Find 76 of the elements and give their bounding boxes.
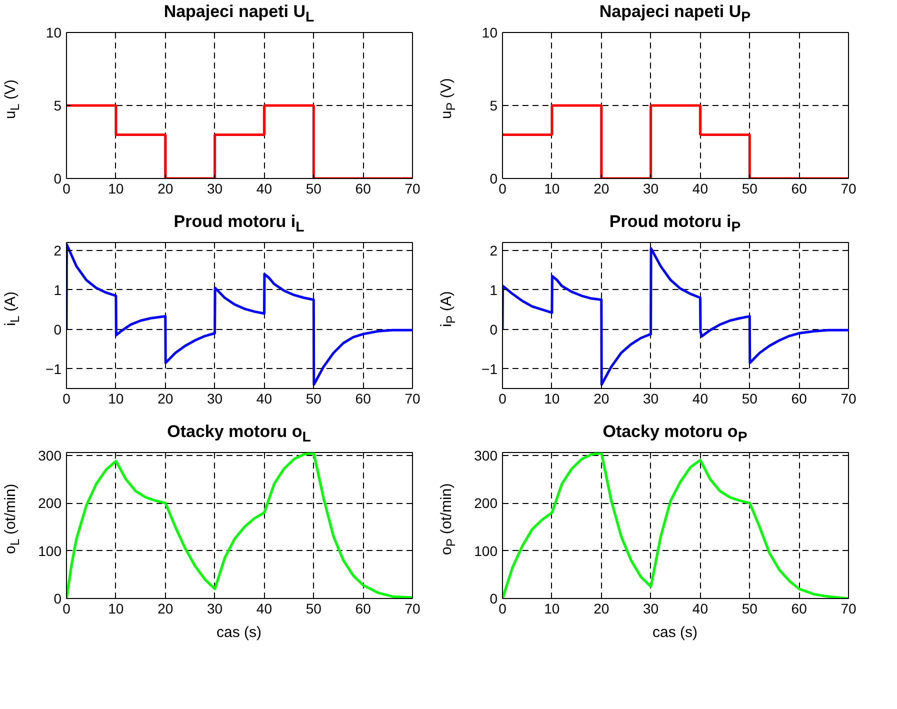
- x-tick-label: 40: [256, 600, 272, 616]
- x-tick-label: 10: [544, 390, 560, 406]
- y-tick-label: 2: [490, 242, 498, 258]
- x-tick-label: 60: [791, 390, 808, 406]
- x-tick-label: 60: [355, 390, 372, 406]
- x-tick-label: 20: [158, 600, 174, 616]
- y-tick-label: 300: [38, 447, 62, 464]
- y-tick-label: 200: [38, 495, 62, 512]
- x-tick-label: 20: [594, 390, 610, 406]
- x-tick-label: 30: [207, 600, 223, 616]
- x-tick-label: 30: [643, 390, 659, 406]
- x-tick-label: 60: [355, 600, 372, 616]
- y-tick-label: 10: [46, 24, 62, 40]
- x-tick-label: 70: [404, 390, 420, 406]
- y-tick-label: 0: [54, 590, 62, 606]
- y-tick-label: 0: [490, 321, 498, 338]
- x-tick-label: 50: [742, 390, 758, 406]
- chart-title: Proud motoru i$_{L}$: [172, 211, 306, 238]
- y-tick-label: 0: [490, 170, 498, 186]
- x-tick-label: 10: [108, 600, 124, 616]
- x-tick-label: 70: [404, 600, 420, 616]
- x-axis-title: cas (s): [652, 623, 698, 643]
- x-tick-label: 50: [306, 600, 322, 616]
- x-tick-label: 30: [643, 600, 659, 616]
- x-tick-label: 30: [207, 180, 223, 196]
- y-tick-label: 10: [482, 24, 498, 40]
- line-series: [502, 452, 848, 598]
- y-tick-label: 300: [474, 447, 498, 464]
- chart-title: Napajeci napeti U$_{L}$: [162, 1, 316, 28]
- x-tick-label: 40: [692, 180, 708, 196]
- y-tick-label: 0: [54, 321, 62, 338]
- x-tick-label: 20: [158, 390, 174, 406]
- x-tick-label: 60: [791, 600, 808, 616]
- y-tick-label: 1: [490, 282, 498, 298]
- line-series: [66, 243, 412, 386]
- x-tick-label: 10: [544, 180, 560, 196]
- line-series: [66, 452, 412, 598]
- x-tick-label: 20: [158, 180, 174, 196]
- x-tick-label: 50: [742, 180, 758, 196]
- x-tick-label: 40: [256, 180, 272, 196]
- x-tick-label: 70: [404, 180, 420, 196]
- x-tick-label: 30: [643, 180, 659, 196]
- x-tick-label: 70: [840, 600, 856, 616]
- y-tick-label: −1: [482, 360, 498, 377]
- x-tick-label: 50: [742, 600, 758, 616]
- x-tick-label: 40: [692, 600, 708, 616]
- x-tick-label: 10: [108, 390, 124, 406]
- y-tick-label: 0: [54, 170, 62, 186]
- y-tick-label: 5: [54, 98, 62, 114]
- x-tick-label: 50: [306, 390, 322, 406]
- x-tick-label: 40: [256, 390, 272, 406]
- chart-title: Napajeci napeti U$_{P}$: [598, 1, 752, 28]
- x-tick-label: 70: [840, 180, 856, 196]
- x-tick-label: 40: [692, 390, 708, 406]
- x-tick-label: 70: [840, 390, 856, 406]
- x-tick-label: 60: [355, 180, 372, 196]
- x-tick-label: 20: [594, 600, 610, 616]
- chart-title: Otacky motoru o$_{L}$: [166, 421, 312, 448]
- x-tick-label: 60: [791, 180, 808, 196]
- line-series: [502, 247, 848, 386]
- x-tick-label: 30: [207, 390, 223, 406]
- y-tick-label: 0: [490, 590, 498, 606]
- y-tick-label: −1: [46, 360, 62, 377]
- chart-title: Otacky motoru o$_{P}$: [602, 421, 748, 448]
- y-tick-label: 5: [490, 98, 498, 114]
- y-tick-label: 100: [474, 542, 498, 559]
- x-tick-label: 10: [108, 180, 124, 196]
- y-tick-label: 2: [54, 242, 62, 258]
- y-tick-label: 1: [54, 282, 62, 298]
- y-tick-label: 200: [474, 495, 498, 512]
- chart-title: Proud motoru i$_{P}$: [608, 211, 742, 238]
- x-axis-title: cas (s): [216, 623, 262, 643]
- y-tick-label: 100: [38, 542, 62, 559]
- x-tick-label: 50: [306, 180, 322, 196]
- x-tick-label: 20: [594, 180, 610, 196]
- x-tick-label: 10: [544, 600, 560, 616]
